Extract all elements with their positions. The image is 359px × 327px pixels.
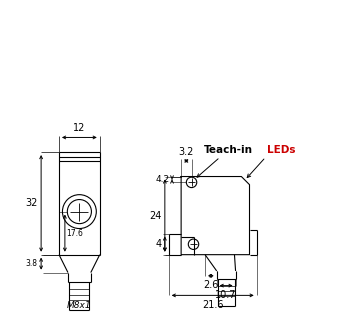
Text: 4.2: 4.2 — [155, 175, 169, 184]
Text: 21.6: 21.6 — [202, 300, 223, 310]
Text: 24: 24 — [149, 211, 162, 221]
Text: 3.8: 3.8 — [26, 259, 38, 268]
Text: Teach-in: Teach-in — [204, 146, 253, 155]
Text: 3.2: 3.2 — [179, 147, 194, 157]
Text: M8x1: M8x1 — [67, 301, 92, 310]
Text: 10.7: 10.7 — [215, 290, 237, 300]
Text: 17.6: 17.6 — [66, 229, 83, 238]
Text: 2.6: 2.6 — [203, 280, 219, 290]
Text: 32: 32 — [25, 198, 37, 208]
Text: 4: 4 — [155, 239, 162, 249]
Text: 12: 12 — [73, 123, 85, 133]
Text: LEDs: LEDs — [267, 146, 296, 155]
